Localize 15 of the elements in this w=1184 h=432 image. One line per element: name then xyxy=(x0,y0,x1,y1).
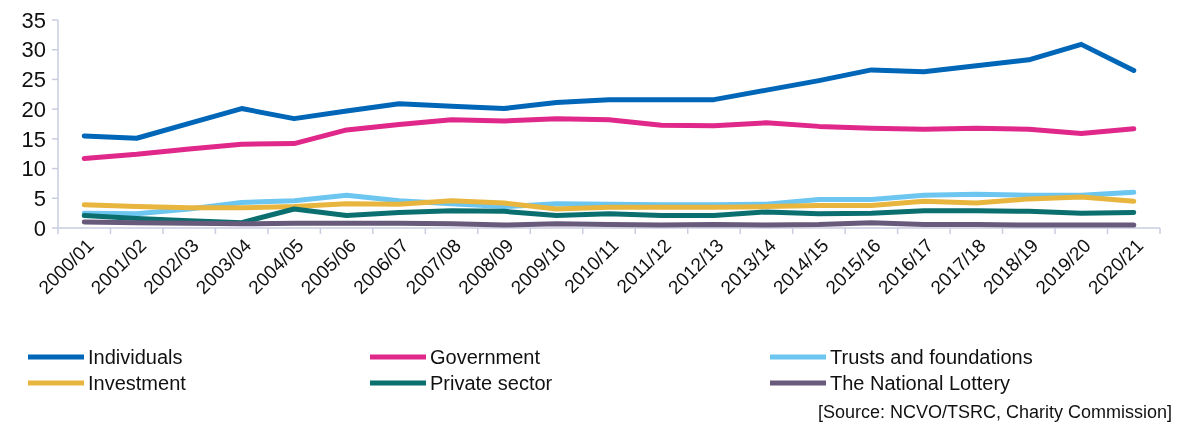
y-tick-label: 10 xyxy=(21,156,46,182)
legend-label: Individuals xyxy=(88,346,183,368)
legend-label: Investment xyxy=(88,372,187,394)
legend-label: Trusts and foundations xyxy=(830,346,1033,368)
y-tick-label: 25 xyxy=(21,67,46,93)
y-tick-label: 0 xyxy=(33,215,46,241)
y-tick-label: 30 xyxy=(21,37,46,63)
y-tick-label: 15 xyxy=(21,126,46,152)
y-tick-label: 5 xyxy=(33,185,46,211)
text: [Source: NCVO/TSRC, Charity Commission] xyxy=(817,402,1172,422)
y-tick-label: 20 xyxy=(21,96,46,122)
legend-label: Private sector xyxy=(430,372,553,394)
legend-label: Government xyxy=(430,346,541,368)
legend-label: The National Lottery xyxy=(830,372,1011,394)
y-tick-label: 35 xyxy=(21,7,46,33)
